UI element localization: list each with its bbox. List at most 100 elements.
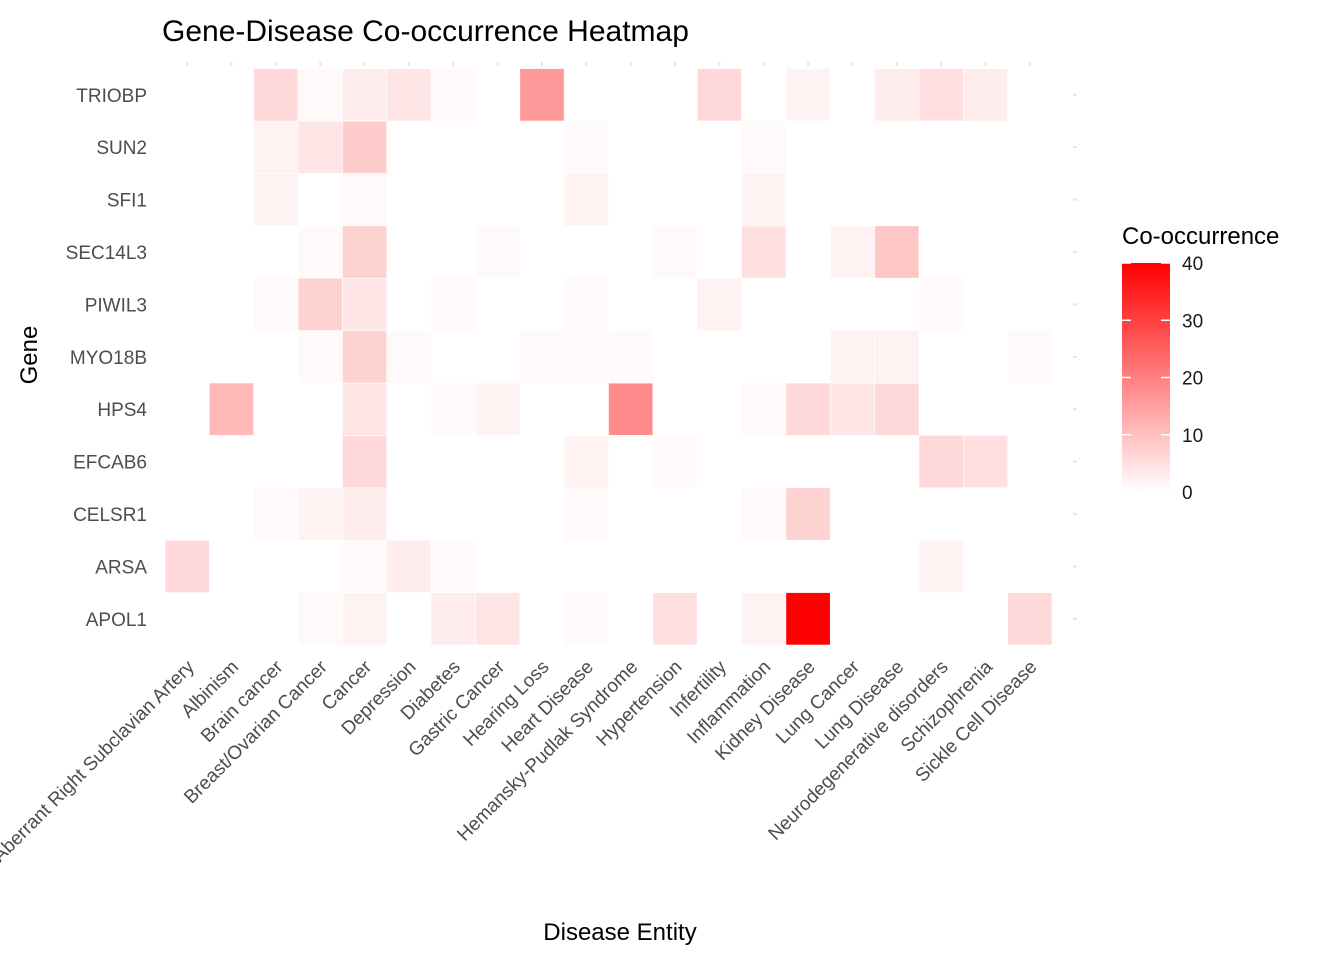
legend-tick-label: 40	[1182, 254, 1203, 275]
heatmap-cell	[386, 539, 432, 593]
y-tick-label: APOL1	[86, 610, 147, 631]
heatmap-cell	[874, 68, 920, 122]
heatmap-cell	[652, 225, 698, 279]
heatmap-cell	[962, 68, 1008, 122]
heatmap-cell	[519, 68, 565, 122]
heatmap-cell	[253, 277, 299, 331]
heatmap-cell	[164, 539, 210, 593]
heatmap-cell	[342, 382, 388, 436]
y-axis-labels: APOL1 ARSA CELSR1 EFCAB6 HPS4 MYO18B PIWIL3 SEC…	[66, 86, 148, 631]
heatmap-cell	[297, 277, 343, 331]
heatmap-cell	[785, 592, 831, 646]
heatmap-cell	[1007, 592, 1053, 646]
heatmap-cell	[342, 173, 388, 227]
y-tick-label: EFCAB6	[73, 453, 147, 474]
heatmap-cell	[475, 592, 521, 646]
heatmap-cell	[563, 487, 609, 541]
heatmap-cell	[253, 68, 299, 122]
heatmap-cell	[741, 225, 787, 279]
heatmap-cell	[519, 330, 565, 384]
background-tick-marks	[186, 62, 1077, 620]
y-tick-label: SEC14L3	[66, 243, 147, 264]
heatmap-cell	[741, 487, 787, 541]
legend-tick-label: 30	[1182, 311, 1203, 332]
heatmap-cell	[430, 382, 476, 436]
heatmap-cell	[342, 277, 388, 331]
y-tick-label: MYO18B	[70, 348, 147, 369]
heatmap-cell	[696, 68, 742, 122]
heatmap-cell	[608, 330, 654, 384]
heatmap-cell	[563, 173, 609, 227]
y-tick-label: SUN2	[96, 138, 147, 159]
heatmap-cell	[297, 120, 343, 174]
heatmap-cell	[874, 330, 920, 384]
heatmap-cell	[962, 435, 1008, 489]
heatmap-cell	[342, 592, 388, 646]
heatmap-cell	[430, 68, 476, 122]
heatmap-cell	[874, 225, 920, 279]
y-tick-label: CELSR1	[73, 505, 147, 526]
heatmap-cell	[342, 225, 388, 279]
x-axis-labels: Aberrant Right Subclavian ArteryAlbinism…	[0, 656, 1041, 866]
legend: Co-occurrence 0 10 20 30 40	[1122, 223, 1279, 504]
y-tick-label: SFI1	[107, 191, 147, 212]
heatmap-cell	[608, 382, 654, 436]
legend-tick-label: 20	[1182, 369, 1203, 390]
heatmap-cell	[785, 382, 831, 436]
y-tick-label: PIWIL3	[85, 295, 147, 316]
heatmap-cell	[430, 277, 476, 331]
x-tick-label: Aberrant Right Subclavian Artery	[0, 656, 199, 866]
heatmap-cell	[563, 120, 609, 174]
heatmap-cell	[741, 120, 787, 174]
x-axis-title: Disease Entity	[543, 919, 696, 946]
heatmap-cell	[785, 487, 831, 541]
heatmap-cell	[342, 539, 388, 593]
heatmap-cell	[475, 382, 521, 436]
y-axis-title: Gene	[16, 326, 43, 385]
heatmap-cell	[297, 330, 343, 384]
heatmap-cell	[430, 592, 476, 646]
heatmap-cell	[297, 225, 343, 279]
heatmap-cell	[209, 382, 255, 436]
heatmap-cell	[829, 225, 875, 279]
legend-tick-label: 0	[1182, 483, 1193, 504]
heatmap-cell	[918, 68, 964, 122]
heatmap-cell	[829, 330, 875, 384]
heatmap-cell	[342, 120, 388, 174]
heatmap-cell	[342, 68, 388, 122]
heatmap-cell	[342, 435, 388, 489]
chart-title: Gene-Disease Co-occurrence Heatmap	[162, 15, 689, 48]
heatmap-cell	[652, 592, 698, 646]
heatmap-cell	[342, 330, 388, 384]
heatmap-cell	[253, 173, 299, 227]
heatmap-cell	[386, 68, 432, 122]
heatmap-cell	[253, 120, 299, 174]
heatmap-cell	[1007, 330, 1053, 384]
legend-title: Co-occurrence	[1122, 223, 1279, 250]
heatmap-cell	[563, 330, 609, 384]
heatmap-cell	[874, 382, 920, 436]
heatmap-cell	[563, 435, 609, 489]
heatmap-cell	[297, 68, 343, 122]
heatmap-cells	[164, 68, 1053, 646]
heatmap-cell	[918, 539, 964, 593]
heatmap-cell	[297, 487, 343, 541]
heatmap-cell	[696, 277, 742, 331]
legend-ticks: 0 10 20 30 40	[1122, 254, 1203, 504]
heatmap-cell	[430, 539, 476, 593]
heatmap-cell	[741, 382, 787, 436]
legend-tick-label: 10	[1182, 426, 1203, 447]
heatmap-cell	[297, 592, 343, 646]
heatmap-cell	[563, 592, 609, 646]
heatmap-cell	[918, 277, 964, 331]
heatmap-cell	[741, 592, 787, 646]
heatmap-cell	[563, 277, 609, 331]
y-tick-label: ARSA	[95, 557, 147, 578]
heatmap-cell	[785, 68, 831, 122]
heatmap-cell	[741, 173, 787, 227]
heatmap-cell	[342, 487, 388, 541]
heatmap-cell	[652, 435, 698, 489]
heatmap-cell	[386, 330, 432, 384]
heatmap-cell	[475, 225, 521, 279]
